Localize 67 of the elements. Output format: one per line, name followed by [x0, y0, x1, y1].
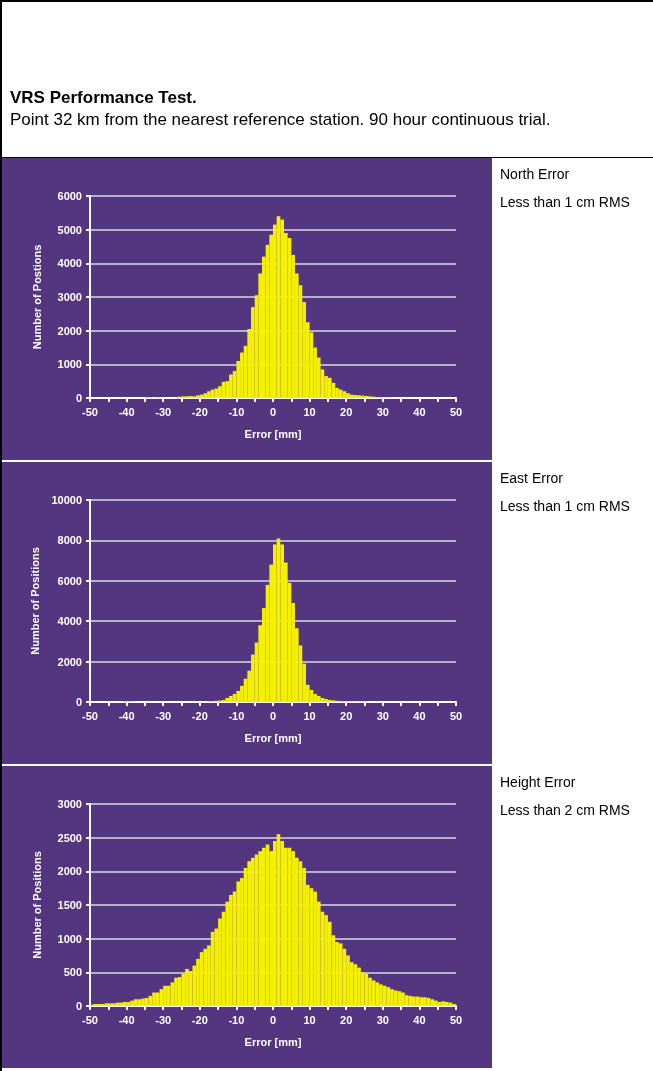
y-tick-label: 8000	[57, 534, 82, 547]
y-tick-label: 1000	[57, 358, 82, 371]
y-tick-label: 3000	[57, 291, 82, 303]
x-tick-label: 10	[303, 1013, 316, 1026]
y-tick-label: 6000	[57, 190, 82, 202]
x-tick-label: 10	[303, 709, 316, 722]
chart-title: VRS Performance Test.	[10, 87, 198, 108]
x-tick-label: -20	[191, 405, 208, 418]
x-tick-label: -30	[155, 405, 172, 418]
y-tick-label: 2000	[57, 655, 82, 668]
x-tick-label: -20	[191, 1013, 208, 1026]
x-tick-label: 10	[303, 405, 316, 418]
x-tick-label: -30	[155, 709, 172, 722]
x-tick-label: 30	[376, 405, 389, 418]
x-tick-label: 0	[269, 709, 277, 722]
y-tick-label: 2000	[57, 324, 82, 337]
y-tick-label: 6000	[57, 574, 82, 587]
y-tick-label: 4000	[57, 257, 82, 270]
x-tick-label: 20	[340, 405, 353, 418]
y-tick-label: 2500	[57, 831, 82, 844]
x-tick-label: 40	[413, 405, 426, 418]
x-axis-title: Error [mm]	[244, 731, 302, 744]
y-tick-label: 500	[63, 966, 82, 979]
y-tick-label: 5000	[57, 223, 82, 236]
x-tick-label: 50	[449, 405, 463, 418]
x-tick-label: 0	[269, 405, 277, 418]
x-tick-label: 30	[376, 709, 389, 722]
x-tick-label: 20	[340, 709, 353, 722]
x-tick-label: 40	[413, 1013, 426, 1026]
y-tick-label: 4000	[57, 615, 82, 628]
y-axis-title: Number of Positions	[30, 851, 43, 959]
x-tick-label: -50	[82, 1013, 98, 1026]
y-tick-label: 0	[75, 696, 82, 708]
y-axis-title: Number of Positions	[29, 547, 42, 655]
text: Height Error	[500, 774, 577, 790]
x-tick-label: -10	[228, 709, 245, 722]
y-tick-label: 0	[75, 1000, 82, 1012]
x-tick-label: -50	[82, 405, 98, 418]
x-tick-label: -10	[228, 1013, 245, 1026]
x-tick-label: 40	[413, 709, 426, 722]
y-tick-label: 1000	[57, 932, 82, 945]
y-tick-label: 3000	[57, 798, 82, 810]
x-tick-label: 20	[340, 1013, 353, 1026]
text: Less than 1 cm RMS	[500, 498, 631, 514]
x-tick-label: -40	[118, 709, 135, 722]
y-tick-label: 1500	[57, 899, 82, 911]
x-tick-label: 50	[449, 709, 463, 722]
text: Less than 1 cm RMS	[500, 194, 631, 210]
y-tick-label: 0	[75, 392, 82, 404]
x-tick-label: 30	[376, 1013, 389, 1026]
y-axis-title: Number of Postions	[30, 244, 43, 350]
x-axis-title: Error [mm]	[244, 1035, 302, 1048]
x-tick-label: -20	[191, 709, 208, 722]
text: Less than 2 cm RMS	[500, 802, 631, 818]
x-tick-label: -50	[82, 709, 98, 722]
text: North Error	[500, 166, 571, 182]
x-axis-title: Error [mm]	[244, 427, 302, 440]
x-tick-label: 0	[269, 1013, 277, 1026]
chart-subtitle: Point 32 km from the nearest reference station. 90 hour continuous trial.	[10, 109, 552, 131]
x-tick-label: -30	[155, 1013, 172, 1026]
y-tick-label: 2000	[57, 865, 82, 878]
x-tick-label: -40	[118, 405, 135, 418]
x-tick-label: 50	[449, 1013, 463, 1026]
x-tick-label: -10	[228, 405, 245, 418]
text: East Error	[500, 470, 564, 486]
y-tick-label: 10000	[51, 494, 82, 506]
x-tick-label: -40	[118, 1013, 135, 1026]
